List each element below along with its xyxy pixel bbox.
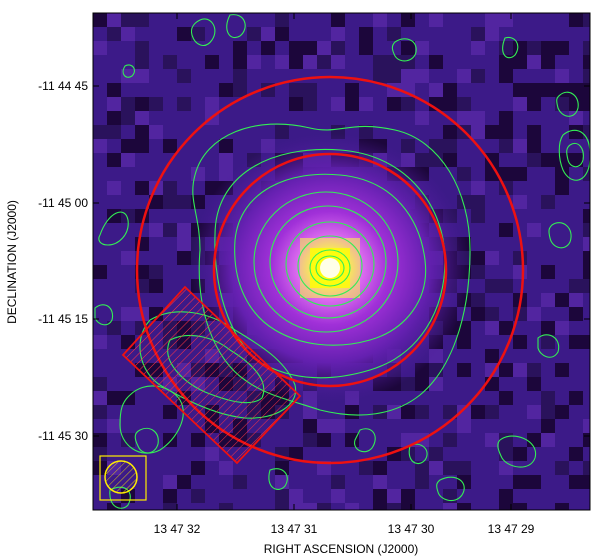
inner-circle-region (212, 152, 448, 388)
hatched-box-region (121, 285, 302, 465)
x-tick-label: 13 47 32 (154, 522, 201, 536)
y-tick-labels: -11 44 45 -11 45 00 -11 45 15 -11 45 30 (38, 79, 88, 443)
outer-circle-region (135, 75, 525, 465)
x-axis-title: RIGHT ASCENSION (J2000) (264, 542, 419, 556)
axis-ticks (93, 13, 590, 510)
x-tick-label: 13 47 31 (271, 522, 318, 536)
y-tick-label: -11 45 00 (38, 196, 88, 210)
image-panel (93, 13, 590, 510)
plot-frame (92, 12, 591, 511)
x-tick-label: 13 47 29 (488, 522, 535, 536)
beam-marker (99, 455, 147, 501)
x-tick-label: 13 47 30 (388, 522, 435, 536)
y-tick-label: -11 45 30 (38, 429, 88, 443)
y-tick-label: -11 44 45 (38, 79, 88, 93)
y-axis-title: DECLINATION (J2000) (5, 200, 19, 324)
region-overlays (121, 75, 525, 465)
y-tick-label: -11 45 15 (38, 312, 88, 326)
x-tick-labels: 13 47 32 13 47 31 13 47 30 13 47 29 (154, 522, 535, 536)
